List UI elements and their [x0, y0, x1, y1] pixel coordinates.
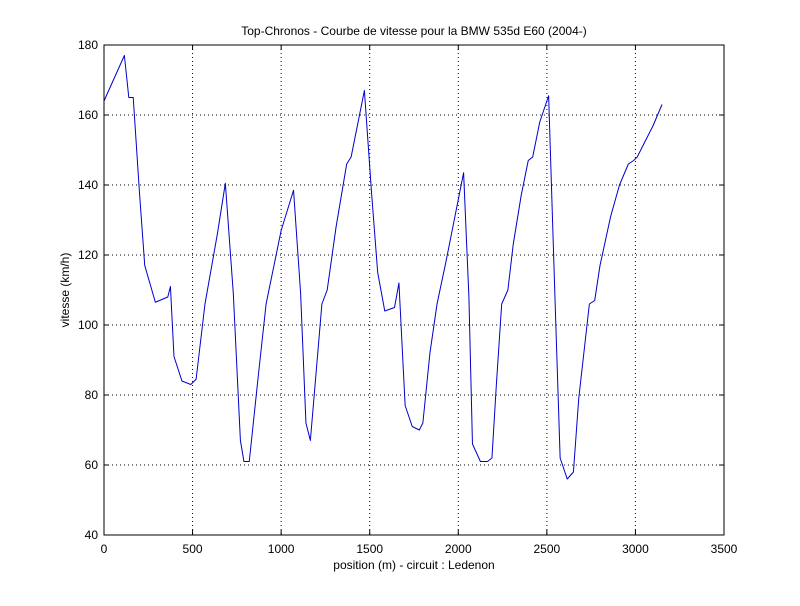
- plot-frame: [103, 44, 725, 536]
- y-tick-label: 40: [85, 528, 99, 542]
- series-layer: [103, 55, 663, 480]
- x-tick-label: 1500: [356, 542, 383, 556]
- plot-area: [104, 45, 724, 535]
- x-tick-label: 500: [183, 542, 203, 556]
- x-tick-label: 3000: [622, 542, 649, 556]
- x-tick-label: 2000: [445, 542, 472, 556]
- y-axis-label: vitesse (km/h): [58, 253, 72, 328]
- tick-labels: 0 500 1000 1500 2000 2500 3000 3500 40 60 80 100 120…: [78, 38, 738, 556]
- y-tick-label: 100: [78, 318, 98, 332]
- y-tick-label: 120: [78, 248, 98, 262]
- x-axis-label: position (m) - circuit : Ledenon: [333, 558, 494, 572]
- x-tick-label: 3500: [711, 542, 738, 556]
- y-tick-label: 160: [78, 108, 98, 122]
- y-tick-label: 60: [85, 458, 99, 472]
- x-tick-label: 0: [101, 542, 108, 556]
- y-tick-label: 140: [78, 178, 98, 192]
- chart-title: Top-Chronos - Courbe de vitesse pour la …: [241, 24, 587, 38]
- x-tick-label: 1000: [268, 542, 295, 556]
- speed-series-line: [103, 55, 663, 480]
- x-tick-label: 2500: [534, 542, 561, 556]
- grid: [104, 45, 724, 535]
- y-tick-label: 180: [78, 38, 98, 52]
- ticks: [103, 44, 725, 536]
- y-tick-label: 80: [85, 388, 99, 402]
